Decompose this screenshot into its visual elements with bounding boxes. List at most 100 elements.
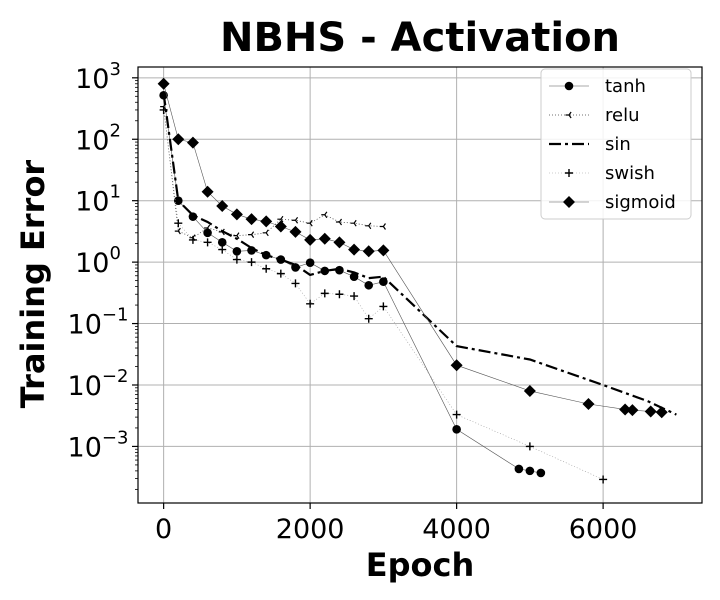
sigmoid-point [289, 225, 302, 238]
sigmoid-point [245, 213, 258, 226]
sigmoid-point [304, 233, 317, 246]
legend-tanh-point [564, 81, 574, 91]
swish-point [525, 442, 534, 451]
x-tick-label: 6000 [569, 514, 638, 545]
tanh-point [335, 265, 344, 275]
relu-point [291, 216, 299, 224]
tanh-point [349, 272, 359, 281]
y-axis-label: Training Error [14, 160, 52, 409]
y-tick-label: 101 [75, 182, 121, 218]
relu-point [262, 229, 269, 237]
sigmoid-point [377, 244, 390, 257]
swish-point [247, 258, 256, 267]
sigmoid-point [186, 136, 199, 149]
sigmoid-point [644, 405, 657, 418]
x-tick-label: 4000 [422, 514, 491, 545]
swish-point [232, 255, 241, 264]
legend-box [540, 68, 692, 220]
sigmoid-point [201, 185, 214, 198]
x-tick-label: 2000 [276, 514, 345, 545]
relu-point [379, 223, 386, 230]
relu-point [335, 218, 343, 226]
series-sin [162, 93, 677, 416]
sigmoid-point [619, 403, 632, 416]
series-tanh [159, 90, 546, 478]
swish-point [350, 292, 359, 301]
legend-item-tanh: tanh [549, 76, 646, 97]
swish-point [320, 289, 329, 298]
swish-point [174, 219, 183, 228]
y-tick-label: 10−2 [68, 366, 129, 402]
swish-point [364, 314, 373, 323]
sigmoid-point [626, 404, 639, 417]
tanh-point [276, 255, 286, 264]
series-layer [157, 77, 677, 484]
legend-swish-point [565, 169, 573, 177]
legend-item-sin: sin [549, 134, 631, 155]
legend-sin-label: sin [605, 134, 631, 155]
swish-point [203, 238, 212, 247]
tanh-point [217, 238, 227, 247]
legend-relu-point [565, 111, 572, 119]
swish-point [159, 105, 168, 114]
swish-point [599, 475, 608, 484]
legend-sigmoid-label: sigmoid [605, 192, 676, 213]
swish-point [218, 245, 227, 254]
tanh-point [525, 466, 535, 476]
relu-point [248, 231, 255, 238]
y-tick-label: 100 [75, 243, 121, 279]
x-tick-label: 0 [155, 514, 172, 545]
legend: tanh relu sin swish sigmoid [540, 68, 692, 220]
sigmoid-point [230, 208, 243, 221]
tanh-point [305, 258, 315, 267]
y-tick-label: 103 [75, 59, 121, 95]
sigmoid-point [655, 406, 668, 419]
tanh-point [536, 468, 546, 478]
y-tick-label: 10−1 [68, 305, 129, 341]
sigmoid-point [216, 199, 229, 212]
relu-point [321, 211, 328, 219]
tanh-point [514, 464, 524, 474]
series-sigmoid [157, 77, 668, 419]
swish-point [452, 410, 461, 419]
sigmoid-point [333, 236, 346, 249]
tanh-point [203, 228, 212, 238]
sigmoid-point [260, 215, 273, 228]
swish-point [291, 279, 300, 288]
relu-point [277, 215, 284, 223]
legend-item-swish: swish [549, 163, 655, 184]
swish-point [335, 290, 344, 299]
sigmoid-point [582, 398, 595, 411]
chart-title: NBHS - Activation [220, 15, 620, 61]
sigmoid-point [348, 243, 361, 256]
sigmoid-point [274, 220, 287, 233]
y-tick-label: 10−3 [68, 427, 129, 463]
relu-point [306, 219, 313, 227]
plot-frame [137, 66, 703, 504]
sigmoid-point [362, 245, 375, 258]
swish-point [379, 302, 388, 311]
tanh-line [163, 95, 541, 474]
swish-point [276, 269, 285, 278]
tanh-point [247, 246, 256, 255]
swish-point [306, 299, 315, 308]
sigmoid-point [157, 77, 170, 90]
tanh-point [232, 247, 242, 256]
legend-item-relu: relu [549, 105, 640, 126]
tanh-point [364, 280, 374, 290]
relu-point [365, 222, 372, 230]
legend-tanh-label: tanh [605, 76, 646, 97]
series-swish [159, 105, 608, 484]
legend-item-sigmoid: sigmoid [549, 192, 676, 213]
legend-relu-label: relu [605, 105, 640, 126]
tanh-point [452, 425, 461, 434]
y-tick-label: 102 [75, 120, 121, 156]
tick-layer: 0 2000 4000 6000 103 102 101 100 10−1 10−2 10−3 [68, 59, 638, 545]
x-axis-label: Epoch [366, 546, 475, 584]
sigmoid-point [172, 133, 185, 146]
sin-line [162, 93, 677, 416]
legend-swish-label: swish [605, 163, 655, 184]
relu-point [204, 224, 211, 232]
relu-line [163, 106, 384, 239]
